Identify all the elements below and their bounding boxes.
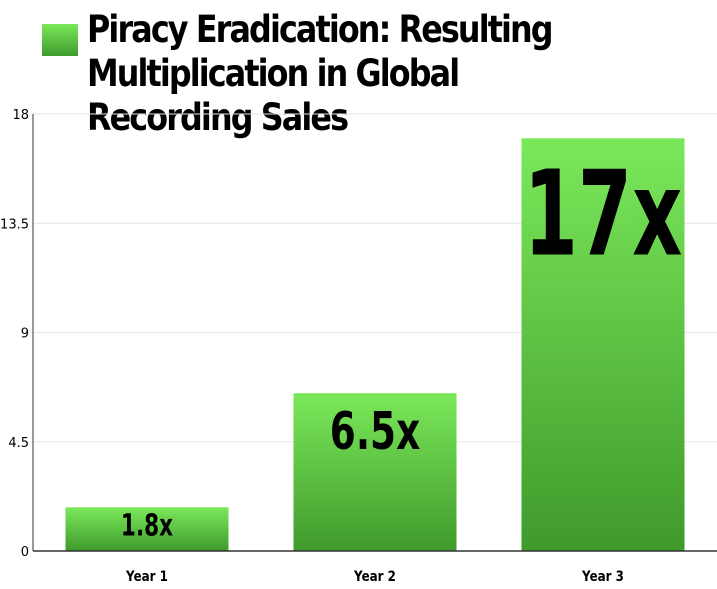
x-tick-label: Year 2 [353, 569, 396, 585]
y-tick-label: 13.5 [0, 217, 29, 232]
y-tick-label: 9 [21, 327, 29, 342]
bar [521, 138, 685, 551]
y-tick-label: 18 [12, 108, 29, 123]
y-tick-label: 4.5 [8, 436, 29, 451]
x-tick-label: Year 1 [125, 569, 168, 585]
y-tick-label: 0 [21, 545, 29, 560]
legend-label: Piracy Eradication: Resulting Multiplica… [87, 8, 554, 139]
bar [65, 507, 229, 551]
bar [293, 393, 457, 551]
x-tick-label: Year 3 [581, 569, 624, 585]
data-label: 1.8x [121, 509, 173, 543]
axes [32, 114, 717, 552]
labels: 0 4.5 9 13.5 18 1.8x Year 1 6.5x Year 2 17x Year 3 [0, 108, 682, 585]
legend-swatch [42, 24, 78, 56]
data-label: 17x [524, 145, 683, 283]
data-label: 6.5x [330, 401, 420, 462]
bars [65, 138, 685, 551]
